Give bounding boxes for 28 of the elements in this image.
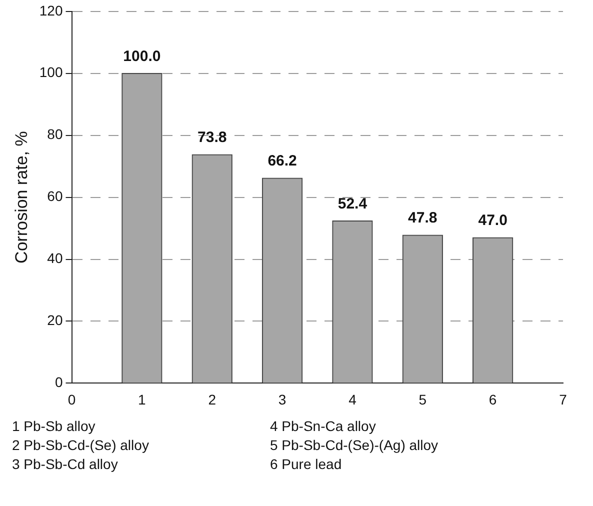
x-tick-label: 7 bbox=[559, 391, 568, 408]
text: 4 Pb-Sn-Ca alloy bbox=[270, 418, 377, 436]
data-label: 100.0 bbox=[123, 48, 161, 66]
y-tick-label: 0 bbox=[54, 374, 63, 390]
x-tick-label: 2 bbox=[208, 391, 216, 408]
x-tick-label: 3 bbox=[278, 391, 286, 408]
text: 2 Pb-Sb-Cd-(Se) alloy bbox=[12, 437, 150, 455]
x-tick-label: 6 bbox=[488, 391, 497, 408]
data-label: 73.8 bbox=[198, 129, 227, 146]
y-tick-label: 80 bbox=[47, 126, 63, 142]
data-label: 47.8 bbox=[408, 210, 438, 227]
text: 3 Pb-Sb-Cd alloy bbox=[12, 456, 119, 474]
y-tick-label: 100 bbox=[39, 64, 63, 80]
x-tick-label: 1 bbox=[138, 391, 146, 408]
y-axis-title: Corrosion rate, % bbox=[12, 131, 31, 264]
y-tick-label: 20 bbox=[47, 312, 63, 328]
data-label: 47.0 bbox=[478, 212, 508, 230]
text: 5 Pb-Sb-Cd-(Se)-(Ag) alloy bbox=[270, 437, 440, 455]
y-tick-label: 120 bbox=[39, 2, 63, 18]
x-tick-label: 5 bbox=[418, 391, 427, 408]
text: 1 Pb-Sb alloy bbox=[12, 418, 96, 436]
x-tick-label: 0 bbox=[68, 391, 76, 408]
y-tick-label: 40 bbox=[47, 250, 63, 266]
data-label: 52.4 bbox=[338, 195, 368, 212]
data-label: 66.2 bbox=[268, 152, 297, 170]
text: 6 Pure lead bbox=[270, 456, 343, 474]
x-tick-label: 4 bbox=[348, 391, 357, 408]
y-tick-label: 60 bbox=[47, 188, 63, 204]
